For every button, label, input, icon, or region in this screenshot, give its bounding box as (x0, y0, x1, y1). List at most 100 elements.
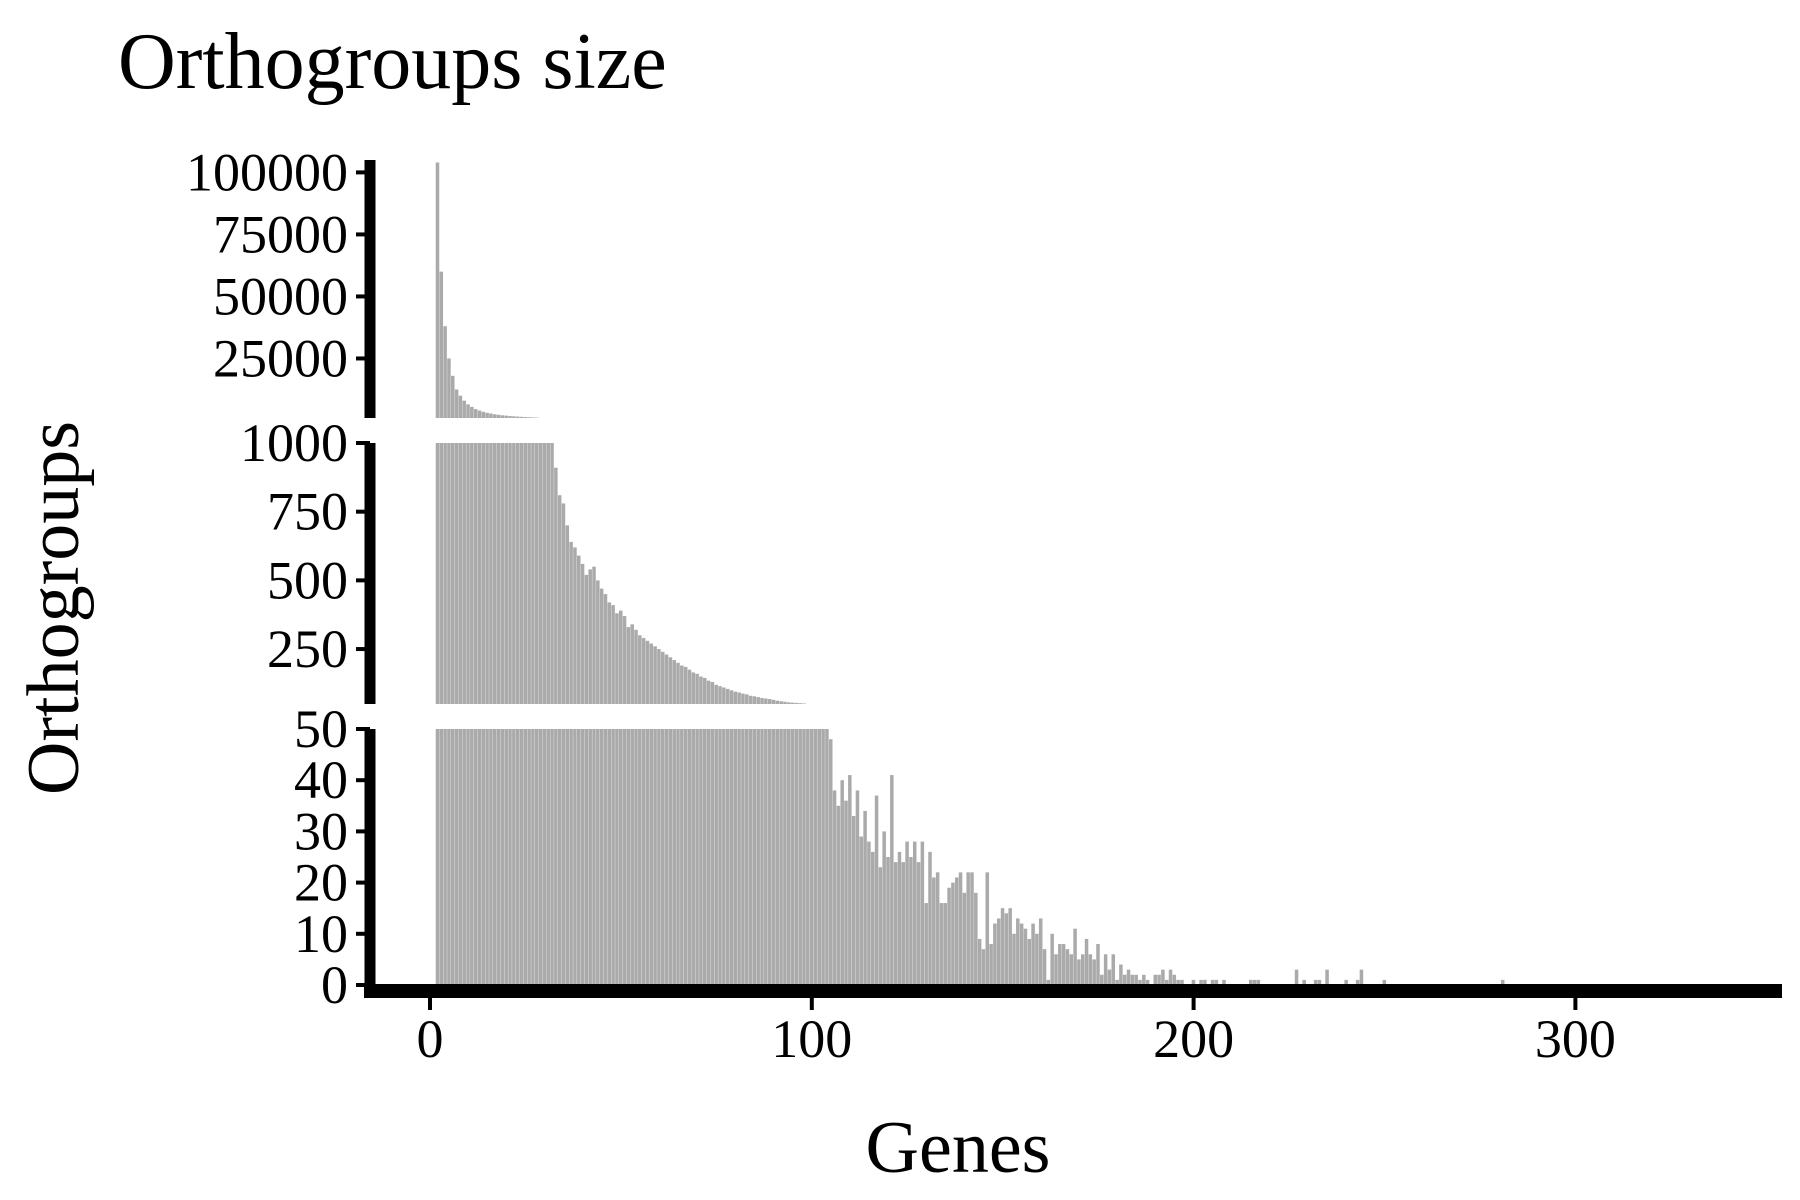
bar-lower-x24 (519, 729, 524, 985)
bar-lower-x54 (634, 729, 638, 985)
bar-lower-x190 (1153, 974, 1158, 985)
bar-lower-x227 (1294, 969, 1299, 985)
bar-middle-x54 (634, 629, 638, 704)
bar-lower-x32 (550, 729, 554, 985)
bar-lower-x15 (485, 729, 489, 985)
bar-lower-x229 (1302, 979, 1306, 985)
bar-lower-x82 (741, 729, 745, 985)
bar-middle-x98 (802, 703, 806, 704)
bar-upper-x24 (519, 416, 524, 418)
bar-middle-x8 (458, 443, 463, 704)
bar-lower-x64 (672, 729, 676, 985)
bar-middle-x72 (702, 677, 707, 704)
bar-lower-x51 (622, 729, 627, 985)
bar-lower-x146 (985, 872, 990, 985)
bar-middle-x55 (638, 635, 642, 704)
bar-lower-x244 (1359, 969, 1364, 985)
bar-lower-x112 (855, 790, 860, 985)
bar-middle-x77 (722, 687, 726, 704)
bar-lower-x125 (905, 841, 909, 985)
bar-lower-x175 (1096, 944, 1100, 985)
bar-lower-x117 (874, 795, 879, 985)
bar-lower-x6 (451, 729, 455, 985)
bar-middle-x71 (699, 676, 703, 704)
bar-lower-x19 (500, 729, 505, 985)
bar-lower-x71 (699, 729, 703, 985)
bar-lower-x178 (1107, 969, 1112, 985)
bar-middle-x14 (481, 443, 486, 704)
bar-lower-x177 (1103, 954, 1108, 985)
bar-lower-x134 (939, 903, 944, 985)
bar-lower-x27 (531, 729, 535, 985)
bar-middle-x89 (767, 699, 772, 704)
bar-lower-x8 (458, 729, 463, 985)
bar-upper-x26 (527, 417, 531, 418)
bar-lower-x159 (1035, 933, 1039, 985)
bar-upper-x11 (470, 406, 474, 418)
x-axis-title: Genes (866, 1107, 1051, 1189)
bar-lower-x203 (1203, 979, 1207, 985)
bar-middle-x18 (496, 443, 501, 704)
bar-upper-x16 (489, 413, 493, 418)
bar-middle-x81 (737, 692, 741, 704)
bar-lower-x183 (1126, 969, 1131, 985)
bar-lower-x43 (592, 729, 596, 985)
bar-lower-x79 (729, 729, 734, 985)
bar-middle-x7 (454, 443, 459, 704)
x-tick-label-0: 0 (417, 1009, 444, 1069)
bar-lower-x137 (951, 882, 955, 985)
bar-lower-x36 (565, 729, 570, 985)
bar-middle-x21 (508, 443, 512, 704)
bar-lower-x202 (1199, 979, 1203, 985)
bar-middle-x19 (500, 443, 505, 704)
bar-middle-x69 (691, 672, 696, 704)
bar-lower-x144 (977, 938, 982, 985)
bar-lower-x62 (664, 729, 669, 985)
bar-middle-x82 (741, 693, 745, 704)
bar-lower-x132 (932, 877, 936, 985)
bar-upper-x2 (435, 162, 440, 418)
bar-middle-x38 (573, 547, 577, 704)
bar-lower-x164 (1054, 954, 1058, 985)
bar-middle-x53 (630, 624, 634, 704)
bar-lower-x44 (596, 729, 600, 985)
bar-middle-x63 (668, 657, 673, 704)
bar-lower-x114 (863, 810, 867, 985)
bar-lower-x72 (702, 729, 707, 985)
bar-lower-x63 (668, 729, 673, 985)
bar-lower-x200 (1191, 979, 1196, 985)
chart-title: Orthogroups size (118, 18, 667, 106)
bar-lower-x151 (1004, 913, 1009, 985)
bar-middle-x84 (748, 695, 753, 704)
bar-lower-x127 (912, 841, 917, 985)
bar-middle-x15 (485, 443, 489, 704)
bar-lower-x107 (836, 805, 841, 985)
bar-lower-x149 (996, 918, 1001, 985)
bar-lower-x148 (993, 923, 997, 985)
bar-upper-x14 (481, 411, 486, 418)
bar-lower-x281 (1500, 979, 1505, 985)
bar-middle-x36 (565, 525, 570, 704)
bar-upper-x18 (496, 414, 501, 418)
bar-lower-x139 (958, 872, 963, 985)
bar-lower-x70 (695, 729, 699, 985)
bar-lower-x136 (947, 887, 951, 985)
bar-lower-x98 (802, 729, 806, 985)
bar-lower-x147 (989, 944, 993, 985)
bar-lower-x184 (1130, 974, 1135, 985)
bar-lower-x38 (573, 729, 577, 985)
bar-upper-x3 (439, 271, 444, 418)
bar-middle-x33 (554, 467, 558, 704)
bar-lower-x11 (470, 729, 474, 985)
bar-lower-x25 (523, 729, 528, 985)
bar-lower-x157 (1027, 938, 1032, 985)
bar-lower-x14 (481, 729, 486, 985)
bar-middle-x94 (786, 702, 791, 704)
bar-lower-x205 (1210, 979, 1215, 985)
bar-middle-x6 (451, 443, 455, 704)
bar-upper-x25 (523, 417, 528, 418)
bar-upper-x23 (515, 416, 520, 418)
bar-lower-x171 (1080, 954, 1085, 985)
bar-lower-x176 (1100, 974, 1104, 985)
